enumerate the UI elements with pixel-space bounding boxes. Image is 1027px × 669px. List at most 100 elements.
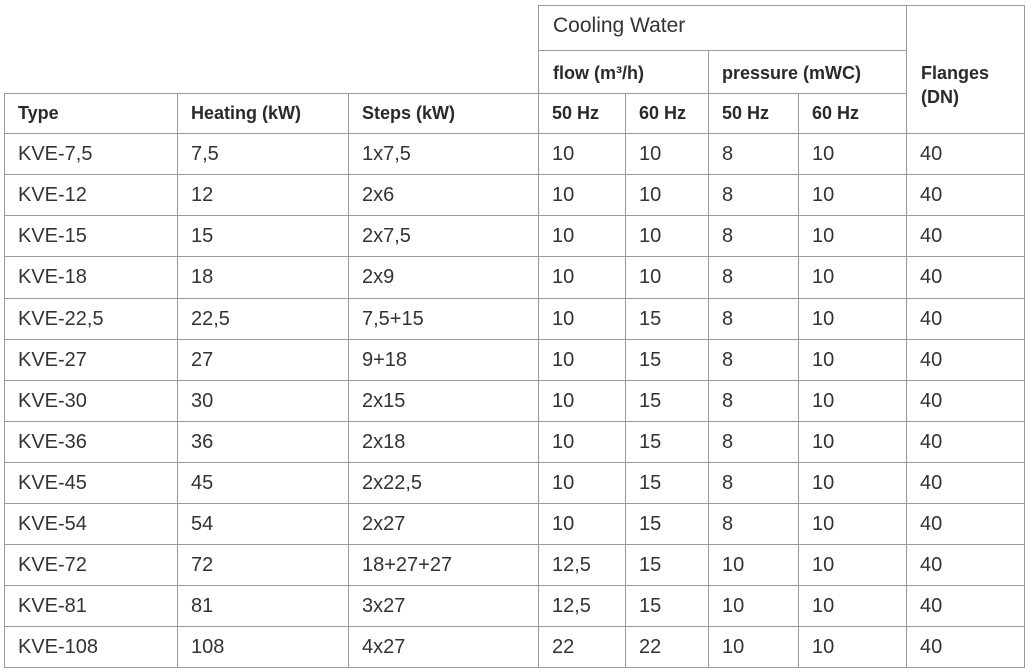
- table-cell: 40: [920, 471, 943, 494]
- table-cell: 18+27+27: [362, 553, 453, 576]
- column-header: Type: [18, 103, 59, 123]
- table-cell: 10: [812, 348, 835, 371]
- table-cell: KVE-15: [18, 224, 87, 247]
- table-cell: 7,5: [191, 142, 219, 165]
- rule: [538, 5, 1025, 6]
- table-cell: 10: [552, 430, 575, 453]
- table-cell: 10: [812, 142, 835, 165]
- table-cell: 8: [722, 430, 734, 453]
- table-cell: 40: [920, 553, 943, 576]
- table-cell: 18: [191, 266, 214, 288]
- table-cell: 12,5: [552, 594, 591, 617]
- table-cell: 10: [639, 266, 662, 288]
- table-cell: KVE-72: [18, 553, 87, 576]
- table-cell: 10: [639, 142, 662, 165]
- table-cell: 15: [639, 307, 662, 330]
- rule: [4, 298, 1025, 299]
- table-cell: 22,5: [191, 307, 230, 330]
- table-cell: 10: [552, 142, 575, 165]
- table-cell: KVE-81: [18, 594, 87, 617]
- rule: [4, 215, 1025, 216]
- table-cell: 10: [639, 183, 662, 206]
- table-cell: 54: [191, 512, 214, 535]
- table-cell: 45: [191, 471, 214, 494]
- table-cell: KVE-27: [18, 348, 87, 371]
- table-cell: 10: [812, 594, 835, 617]
- table-cell: 2x15: [362, 389, 406, 412]
- table-cell: 40: [920, 389, 943, 412]
- table-cell: 36: [191, 430, 214, 453]
- table-cell: 15: [639, 512, 662, 535]
- table-cell: 10: [812, 512, 835, 535]
- table-cell: 40: [920, 307, 943, 330]
- table-cell: KVE-22,5: [18, 307, 104, 330]
- table-cell: 2x9: [362, 266, 395, 288]
- table-cell: 40: [920, 512, 943, 535]
- table-cell: 8: [722, 307, 734, 330]
- rule: [4, 503, 1025, 504]
- rule: [4, 626, 1025, 627]
- table-cell: 2x18: [362, 430, 406, 453]
- table-cell: 81: [191, 594, 214, 617]
- column-header: Steps (kW): [362, 103, 456, 123]
- table-cell: 22: [552, 635, 575, 658]
- table-cell: 10: [552, 471, 575, 494]
- column-group-header: pressure (mWC): [722, 63, 862, 83]
- table-cell: 15: [639, 471, 662, 494]
- table-cell: 10: [812, 224, 835, 247]
- rule: [538, 5, 539, 668]
- table-cell: 10: [552, 348, 575, 371]
- column-group-header: flow (m³/h): [553, 63, 644, 83]
- table-cell: 40: [920, 266, 943, 288]
- rule: [1024, 5, 1025, 668]
- table-cell: 22: [639, 635, 662, 658]
- rule: [708, 50, 709, 668]
- table-cell: 27: [191, 348, 214, 371]
- rule: [4, 380, 1025, 381]
- rule: [4, 339, 1025, 340]
- rule: [4, 93, 907, 94]
- table-cell: 8: [722, 142, 734, 165]
- table-cell: 10: [812, 307, 835, 330]
- table-cell: 10: [639, 224, 662, 247]
- table-cell: KVE-36: [18, 430, 87, 453]
- rule: [798, 93, 799, 668]
- table-cell: 40: [920, 430, 943, 453]
- column-header: Heating (kW): [191, 103, 301, 123]
- table-cell: 2x7,5: [362, 224, 411, 247]
- table-cell: 8: [722, 512, 734, 535]
- column-header: 60 Hz: [639, 103, 687, 123]
- table-cell: 40: [920, 142, 943, 165]
- rule: [177, 93, 178, 668]
- table-cell: KVE-45: [18, 471, 87, 494]
- table-cell: 10: [812, 430, 835, 453]
- table-cell: 15: [639, 594, 662, 617]
- table-cell: 10: [552, 224, 575, 247]
- table-cell: 3x27: [362, 594, 406, 617]
- table-cell: 8: [722, 389, 734, 412]
- rule: [4, 93, 5, 668]
- rule: [906, 5, 907, 668]
- rule: [625, 93, 626, 668]
- table-cell: 8: [722, 348, 734, 371]
- table-cell: 10: [812, 183, 835, 206]
- table-cell: 15: [639, 348, 662, 371]
- table-cell: 8: [722, 266, 734, 288]
- table-cell: 7,5+15: [362, 307, 424, 330]
- table-cell: 8: [722, 471, 734, 494]
- table-cell: 10: [812, 635, 835, 658]
- table-cell: 15: [191, 224, 214, 247]
- table-cell: KVE-12: [18, 183, 87, 206]
- rule: [4, 256, 1025, 257]
- table-cell: 12,5: [552, 553, 591, 576]
- table-cell: 4x27: [362, 635, 406, 658]
- rule: [4, 667, 1025, 668]
- column-header: Flanges (DN): [921, 63, 990, 107]
- table-cell: 10: [812, 266, 835, 288]
- table-cell: 8: [722, 224, 734, 247]
- table-cell: 10: [552, 512, 575, 535]
- table-cell: 9+18: [362, 348, 408, 371]
- table-cell: 15: [639, 553, 662, 576]
- table-cell: 40: [920, 594, 943, 617]
- table-cell: KVE-30: [18, 389, 87, 412]
